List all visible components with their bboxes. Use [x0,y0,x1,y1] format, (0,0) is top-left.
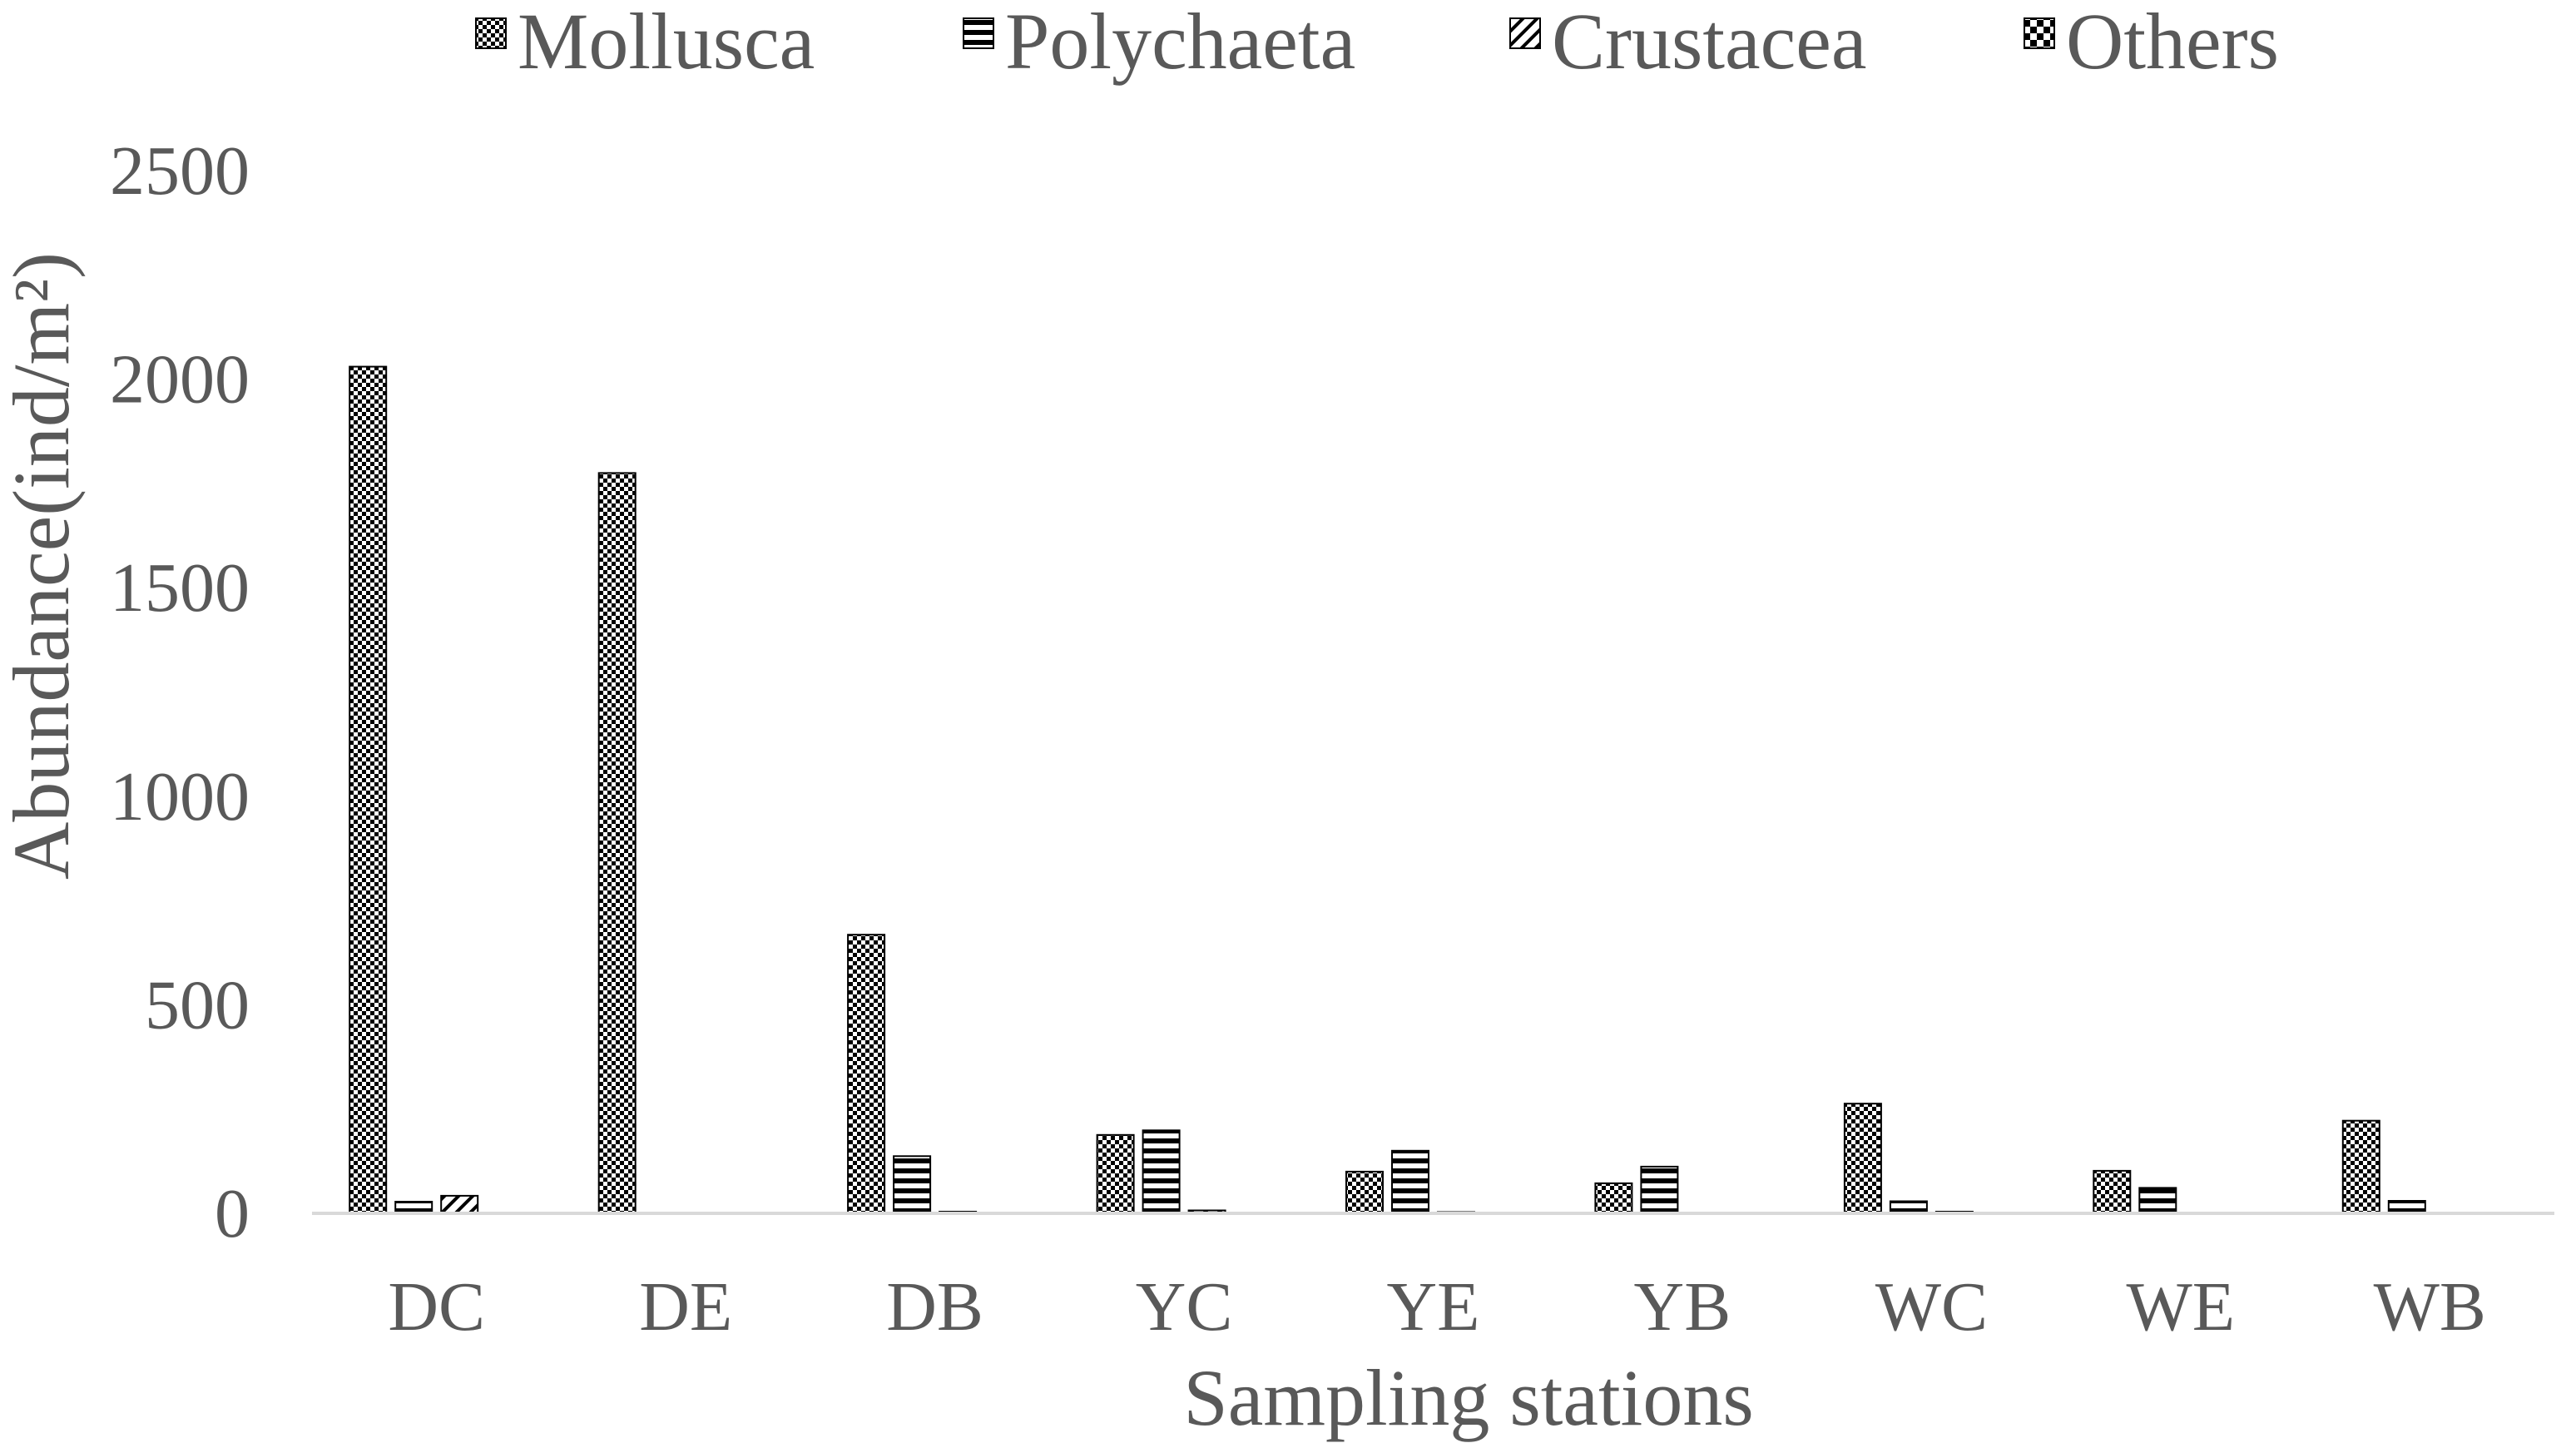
x-category-label-yb: YB [1634,1268,1731,1346]
y-axis-title: Abundance(ind/m²) [0,252,86,880]
x-category-label-de: DE [639,1268,732,1346]
x-category-label-yc: YC [1136,1268,1233,1346]
x-category-label-wb: WB [2374,1268,2486,1346]
bars [349,365,2472,1215]
bar-polychaeta-ye [1391,1149,1429,1215]
legend: Mollusca Polychaeta Crustacea Others [475,0,2279,86]
x-axis-title: Sampling stations [1183,1353,1753,1442]
legend-label-mollusca: Mollusca [518,0,815,86]
bar-polychaeta-wb [2387,1200,2426,1214]
legend-label-others: Others [2066,0,2279,86]
bar-mollusca-dc [349,365,388,1215]
legend-swatch-others [2024,17,2055,49]
x-category-label-ye: YE [1387,1268,1480,1346]
bar-mollusca-yc [1096,1133,1135,1215]
legend-swatch-crustacea [1509,17,1541,49]
y-tick-label-500: 500 [145,966,250,1044]
y-tick-label-1000: 1000 [110,758,250,836]
y-tick-label-1500: 1500 [110,549,250,627]
legend-label-polychaeta: Polychaeta [1005,0,1355,86]
x-category-label-wc: WC [1875,1268,1988,1346]
bar-mollusca-wc [1843,1103,1882,1214]
x-category-label-we: WE [2127,1268,2236,1346]
x-axis-categories: DC DE DB YC YE YB WC WE WB [388,1268,2486,1346]
bar-polychaeta-yb [1640,1165,1679,1215]
y-tick-label-2000: 2000 [110,341,250,419]
bar-mollusca-wb [2341,1119,2380,1214]
bar-mollusca-de [597,472,637,1214]
bar-mollusca-db [847,934,886,1214]
y-tick-label-0: 0 [215,1175,250,1252]
bar-mollusca-we [2093,1169,2132,1215]
legend-swatch-polychaeta [963,17,994,49]
bar-polychaeta-yc [1142,1129,1181,1215]
y-tick-label-2500: 2500 [110,132,250,210]
legend-swatch-mollusca [475,17,507,49]
bar-polychaeta-we [2138,1187,2177,1215]
bar-polychaeta-dc [394,1201,433,1214]
bar-crustacea-dc [440,1194,479,1215]
x-category-label-dc: DC [388,1268,485,1346]
y-axis-ticks: 0 500 1000 1500 2000 2500 [110,132,250,1252]
x-category-label-db: DB [886,1268,983,1346]
bar-polychaeta-db [893,1155,932,1215]
bar-polychaeta-wc [1889,1200,1928,1214]
legend-label-crustacea: Crustacea [1552,0,1866,86]
bar-mollusca-yb [1594,1182,1633,1215]
bar-mollusca-ye [1345,1170,1384,1215]
